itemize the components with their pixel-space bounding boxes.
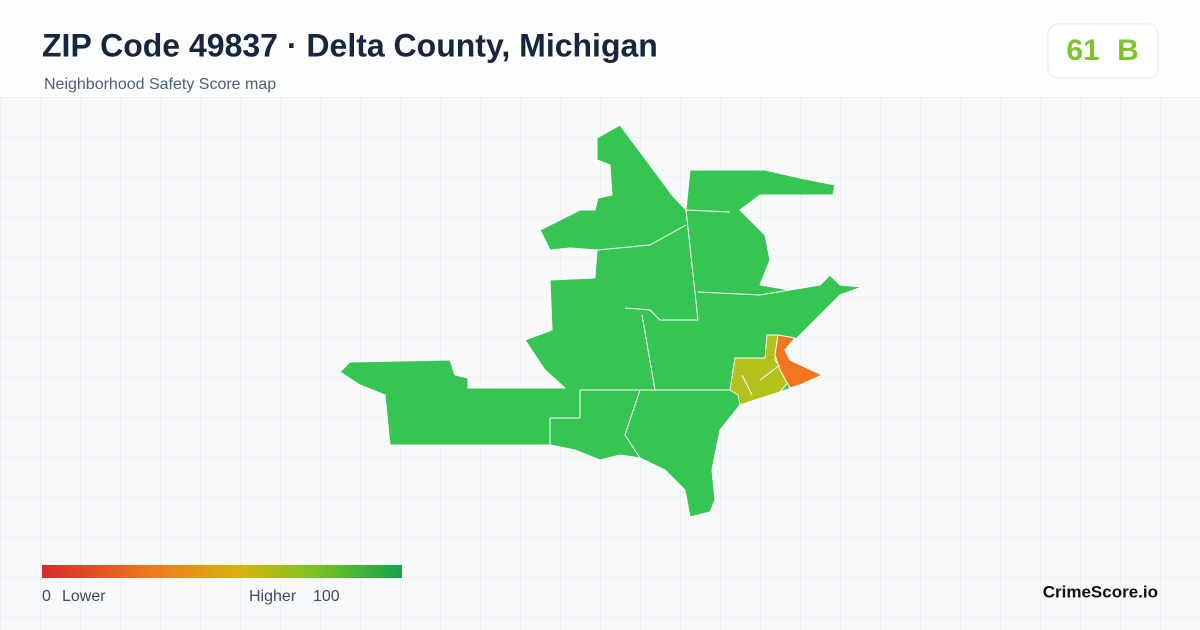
score-box	[1047, 23, 1159, 79]
region-borders	[549, 209, 791, 459]
region-orange	[774, 334, 823, 389]
legend-max: 100	[313, 588, 340, 605]
legend-gradient	[42, 565, 402, 578]
header-band	[0, 0, 1200, 97]
score-grade: B	[1117, 34, 1139, 67]
region-green	[339, 124, 863, 518]
legend-min-label: Lower	[62, 588, 106, 605]
legend-min: 0	[42, 588, 51, 605]
subtitle: Neighborhood Safety Score map	[44, 76, 276, 93]
map	[339, 124, 863, 518]
title: ZIP Code 49837 · Delta County, Michigan	[42, 27, 658, 63]
score-value: 61	[1066, 34, 1099, 67]
legend-max-label: Higher	[249, 588, 297, 605]
brand: CrimeScore.io	[1043, 582, 1158, 601]
